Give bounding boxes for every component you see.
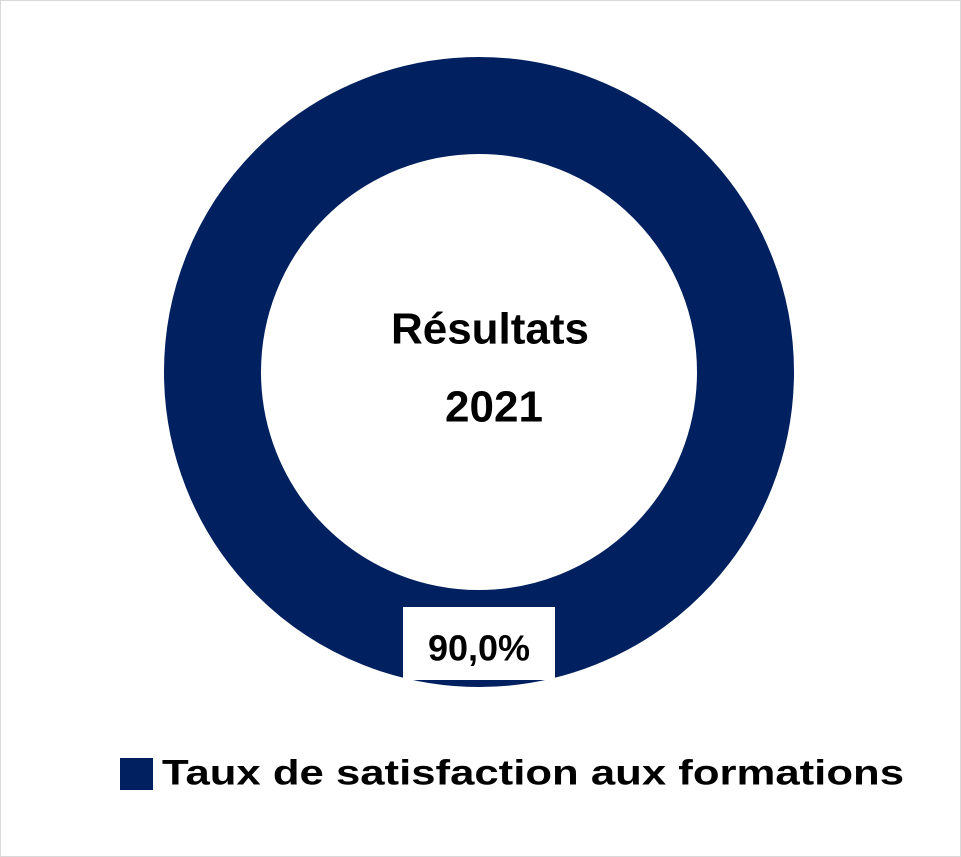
data-label-box — [403, 607, 555, 680]
legend-swatch — [120, 758, 153, 790]
data-label: 90,0% — [428, 628, 530, 669]
center-text: 2021 — [445, 383, 543, 432]
center-text: Résultats — [391, 305, 589, 354]
legend-label: Taux de satisfaction aux formations — [162, 753, 904, 792]
